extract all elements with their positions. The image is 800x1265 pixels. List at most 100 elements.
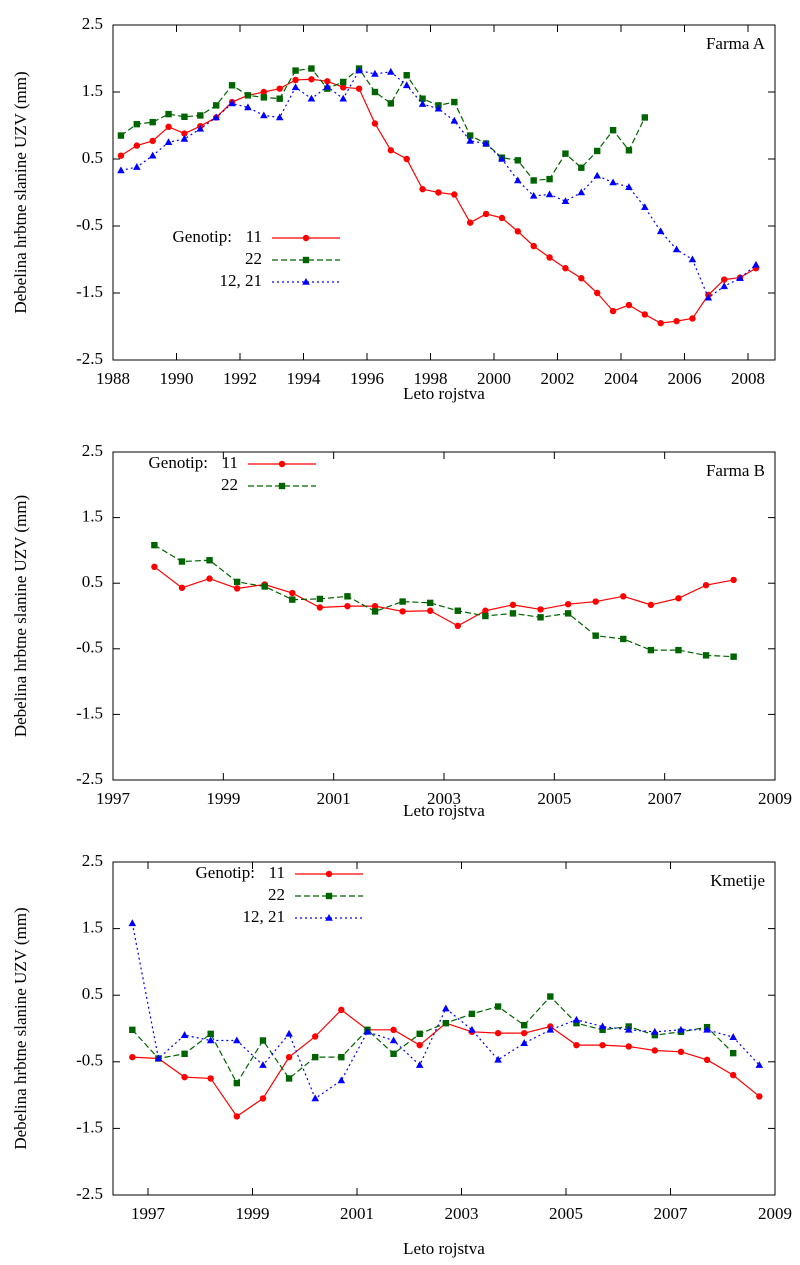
- legend-label: 12, 21: [243, 907, 286, 926]
- marker: [233, 585, 241, 592]
- marker: [578, 164, 585, 171]
- x-tick-label: 1990: [160, 369, 194, 388]
- series-line: [131, 995, 734, 1085]
- marker: [419, 185, 426, 193]
- marker: [450, 116, 459, 124]
- marker: [339, 84, 347, 91]
- marker: [206, 557, 213, 564]
- marker: [206, 1036, 215, 1044]
- x-tick-label: 2002: [541, 369, 575, 388]
- marker: [181, 113, 188, 120]
- marker: [339, 94, 347, 102]
- x-axis-label: Leto rojstva: [403, 384, 485, 403]
- marker: [730, 1049, 737, 1057]
- marker: [164, 138, 173, 146]
- marker: [278, 482, 286, 490]
- marker: [276, 95, 283, 102]
- marker: [537, 614, 544, 621]
- marker: [133, 163, 141, 170]
- marker: [651, 1031, 659, 1039]
- marker: [149, 118, 156, 126]
- legend-label: 22: [268, 885, 285, 904]
- plot-frame: [112, 451, 776, 781]
- marker: [625, 301, 633, 309]
- series-line: [120, 67, 646, 182]
- marker: [562, 265, 569, 272]
- marker: [276, 85, 283, 92]
- marker: [259, 1061, 267, 1068]
- marker: [324, 78, 331, 85]
- marker: [641, 203, 649, 211]
- marker: [442, 1019, 450, 1027]
- marker: [355, 85, 363, 92]
- marker: [651, 1027, 659, 1035]
- marker: [260, 94, 268, 101]
- legend-label: 11: [246, 227, 262, 246]
- marker: [593, 171, 601, 179]
- marker: [509, 610, 517, 617]
- marker: [454, 622, 461, 630]
- marker: [647, 601, 655, 609]
- marker: [673, 317, 680, 325]
- marker: [609, 178, 617, 186]
- marker: [154, 1054, 163, 1062]
- marker: [275, 113, 284, 121]
- series-line: [154, 544, 734, 658]
- marker: [212, 102, 220, 109]
- marker: [403, 155, 410, 163]
- marker: [625, 1043, 632, 1050]
- marker: [387, 67, 395, 75]
- x-tick-label: 2008: [731, 369, 765, 388]
- marker: [291, 83, 300, 91]
- marker: [302, 234, 310, 242]
- marker: [180, 134, 189, 142]
- marker: [494, 1055, 502, 1063]
- marker: [339, 78, 347, 86]
- legend-label: 11: [269, 863, 285, 882]
- marker: [371, 120, 379, 127]
- marker: [128, 919, 137, 927]
- marker: [736, 274, 744, 282]
- marker: [578, 275, 585, 282]
- marker: [308, 65, 315, 72]
- y-tick-label: -2.5: [76, 349, 103, 368]
- marker: [451, 191, 458, 198]
- marker: [545, 190, 554, 198]
- marker: [729, 1033, 738, 1040]
- marker: [302, 256, 310, 264]
- y-tick-label: 1.5: [82, 81, 103, 100]
- marker: [178, 584, 186, 591]
- marker: [688, 255, 697, 263]
- marker: [651, 1047, 659, 1054]
- marker: [325, 870, 333, 878]
- marker: [593, 289, 601, 297]
- marker: [233, 578, 241, 586]
- y-tick-label: -1.5: [76, 1117, 103, 1136]
- marker: [730, 1071, 737, 1079]
- marker: [609, 307, 617, 315]
- marker: [466, 132, 474, 139]
- marker: [259, 1095, 267, 1102]
- y-tick-label: -0.5: [76, 215, 103, 234]
- marker: [207, 1030, 214, 1038]
- marker: [312, 1033, 319, 1040]
- x-tick-label: 2005: [549, 1204, 583, 1223]
- marker: [363, 1027, 372, 1035]
- marker: [278, 460, 286, 468]
- x-axis-label: Leto rojstva: [403, 801, 485, 820]
- marker: [129, 1026, 136, 1034]
- y-tick-label: 2.5: [82, 851, 103, 870]
- y-tick-label: 2.5: [82, 14, 103, 33]
- marker: [403, 72, 410, 79]
- marker: [389, 1036, 398, 1044]
- marker: [244, 92, 252, 99]
- legend-label: 22: [245, 249, 262, 268]
- marker: [415, 1061, 424, 1068]
- marker: [416, 1041, 423, 1049]
- x-tick-label: 2006: [668, 369, 702, 388]
- marker: [514, 176, 522, 184]
- marker: [390, 1050, 397, 1058]
- marker: [307, 94, 316, 102]
